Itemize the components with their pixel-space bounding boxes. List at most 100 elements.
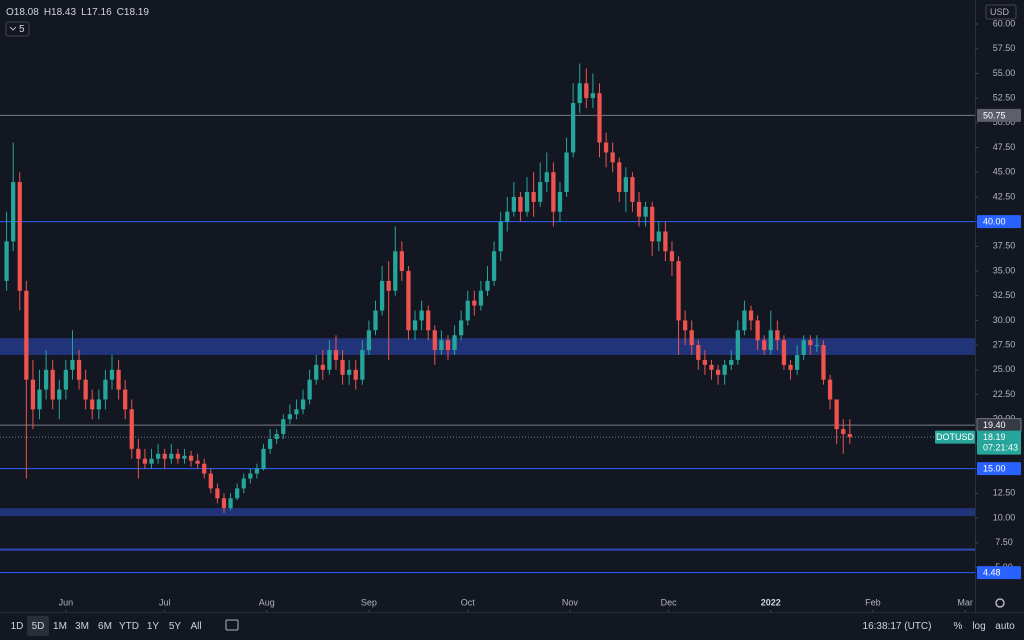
level-label-box: [977, 108, 1021, 122]
candle-body: [202, 463, 207, 474]
candle-body: [801, 340, 806, 356]
candle-body: [353, 369, 358, 380]
currency[interactable]: USD: [990, 7, 1010, 17]
candle-body: [320, 364, 325, 370]
candle-body: [702, 359, 708, 365]
candle-body: [169, 453, 174, 459]
candle-body: [175, 453, 181, 459]
candle-body: [300, 399, 306, 410]
symbol-box: [935, 430, 975, 444]
y-tick-label: 60.00: [993, 18, 1016, 28]
candle-body: [722, 364, 727, 375]
candle-body: [729, 359, 734, 365]
candle-body: [281, 419, 286, 435]
level-label-box: [977, 566, 1021, 580]
candle-body: [623, 177, 628, 192]
range-button[interactable]: 6M: [98, 621, 112, 632]
candle-body: [518, 196, 523, 212]
candle-body: [841, 429, 846, 435]
scale-option[interactable]: %: [954, 621, 963, 632]
active-range-bg: [27, 616, 49, 636]
candle-body: [498, 221, 503, 252]
zone: [0, 338, 975, 356]
candle-body: [366, 330, 372, 351]
candle-body: [814, 345, 820, 347]
scale-option[interactable]: log: [972, 621, 985, 632]
candle-body: [386, 280, 391, 291]
candle-body: [314, 364, 319, 380]
candle-body: [564, 152, 569, 192]
candle-body: [755, 320, 760, 341]
candle-body: [195, 460, 200, 464]
candle-body: [261, 448, 266, 469]
interval[interactable]: 5: [19, 24, 25, 35]
candle-body: [379, 280, 385, 311]
y-tick-label: 7.50: [995, 537, 1013, 547]
candle-body: [274, 434, 279, 439]
y-tick-label: 12.50: [993, 488, 1016, 498]
ohlc-value: O18.08: [6, 7, 39, 18]
candle-body: [742, 310, 747, 331]
candle-body: [689, 330, 694, 346]
candles: [4, 63, 852, 514]
x-tick-label: Jun: [59, 597, 74, 607]
candle-body: [109, 369, 115, 380]
range-button[interactable]: All: [190, 621, 201, 632]
settings-icon[interactable]: [995, 598, 1005, 608]
y-tick-label: 10.00: [993, 512, 1016, 522]
candle-body: [327, 350, 332, 370]
candle-body: [597, 93, 602, 143]
range-button[interactable]: 3M: [75, 621, 89, 632]
candle-body: [511, 196, 516, 212]
candle-body: [24, 290, 29, 380]
candle-body: [630, 177, 635, 202]
ohlc-value: H18.43: [44, 7, 77, 18]
candle-body: [452, 335, 457, 351]
last-price-box: [977, 430, 1021, 455]
range-button[interactable]: YTD: [119, 621, 139, 632]
range-button[interactable]: 5Y: [169, 621, 182, 632]
ohlc-legend: O18.08 H18.43 L17.16 C18.19: [6, 7, 149, 18]
y-tick-label: 30.00: [993, 315, 1016, 325]
candle-body: [663, 231, 668, 252]
candle-body: [643, 206, 648, 217]
candle-body: [544, 172, 549, 183]
candle-body: [650, 206, 655, 242]
candle-body: [715, 369, 721, 375]
candle-body: [57, 389, 62, 400]
level-label-box: [977, 215, 1021, 229]
x-tick-label: Nov: [562, 597, 579, 607]
candle-body: [531, 191, 536, 202]
range-button[interactable]: 1M: [53, 621, 67, 632]
level-label: 40.00: [983, 216, 1006, 226]
candle-body: [267, 438, 273, 449]
candle-body: [557, 191, 563, 212]
scale-option[interactable]: auto: [995, 621, 1015, 632]
candle-body: [590, 93, 596, 99]
date-range-icon[interactable]: [225, 619, 239, 631]
candle-body: [808, 340, 813, 346]
currency-button[interactable]: [985, 4, 1017, 20]
candle-body: [491, 251, 497, 281]
candle-body: [228, 498, 233, 509]
y-tick-label: 37.50: [993, 241, 1016, 251]
y-tick-label: 42.50: [993, 191, 1016, 201]
candle-body: [340, 359, 345, 375]
candle-body: [577, 83, 582, 104]
candle-body: [96, 399, 101, 410]
candle-body: [149, 458, 154, 464]
level-label: 19.40: [983, 420, 1006, 430]
candle-body: [116, 369, 121, 390]
candle-body: [748, 310, 754, 321]
candle-body: [50, 369, 55, 400]
range-button[interactable]: 1Y: [147, 621, 160, 632]
candle-body: [551, 172, 556, 212]
range-button[interactable]: 1D: [11, 621, 24, 632]
interval-button[interactable]: [5, 21, 30, 37]
range-button[interactable]: 5D: [32, 621, 45, 632]
candle-body: [182, 455, 187, 459]
candle-body: [11, 182, 16, 242]
x-tick-label: Aug: [259, 597, 275, 607]
